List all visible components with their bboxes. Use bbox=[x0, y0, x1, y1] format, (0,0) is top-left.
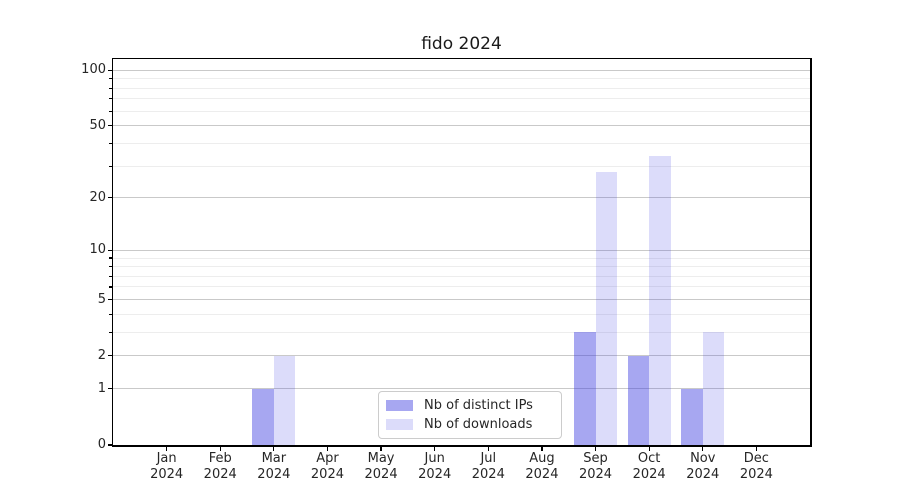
gridline-minor bbox=[113, 98, 810, 100]
bar-ips-mar bbox=[252, 388, 274, 445]
y-tick-mark-minor bbox=[109, 165, 112, 167]
y-tick-label: 100 bbox=[81, 62, 106, 78]
y-tick-label: 10 bbox=[89, 242, 106, 258]
x-tick-label: Jul 2024 bbox=[471, 451, 505, 482]
y-tick-mark-minor bbox=[109, 87, 112, 89]
y-tick-label: 5 bbox=[97, 291, 106, 307]
y-tick-mark-minor bbox=[109, 257, 112, 259]
y-tick-mark-major bbox=[107, 444, 112, 446]
gridline-major bbox=[113, 355, 810, 357]
gridline-minor bbox=[113, 165, 810, 167]
legend-item-downloads: Nb of downloads bbox=[386, 417, 552, 432]
x-tick-label: Oct 2024 bbox=[632, 451, 666, 482]
y-tick-mark-major bbox=[107, 298, 112, 301]
y-tick-mark-minor bbox=[109, 110, 112, 112]
x-tick-mark bbox=[326, 446, 329, 451]
bar-downloads-sep bbox=[595, 171, 618, 445]
gridline-major bbox=[113, 388, 810, 390]
gridline-minor bbox=[113, 331, 810, 333]
y-tick-label: 50 bbox=[89, 117, 106, 133]
gridline-major bbox=[113, 197, 810, 199]
bar-ips-nov bbox=[681, 388, 703, 445]
gridline-minor bbox=[113, 87, 810, 89]
gridline-minor bbox=[113, 78, 810, 80]
legend-label-downloads: Nb of downloads bbox=[424, 417, 533, 432]
legend-swatch-ips-icon bbox=[386, 400, 413, 411]
y-tick-mark-major bbox=[107, 197, 112, 199]
bar-ips-oct bbox=[627, 355, 650, 445]
y-tick-mark-major bbox=[107, 69, 112, 71]
bar-downloads-oct bbox=[649, 156, 671, 445]
gridline-major bbox=[113, 299, 810, 300]
gridline-minor bbox=[113, 313, 810, 315]
y-tick-mark-minor bbox=[109, 275, 112, 277]
y-tick-mark-minor bbox=[109, 98, 112, 100]
plot-spine-top bbox=[111, 57, 812, 59]
x-tick-mark bbox=[541, 446, 543, 451]
x-tick-label: Jun 2024 bbox=[418, 451, 452, 482]
x-tick-label: Sep 2024 bbox=[578, 451, 613, 482]
legend-label-distinct-ips: Nb of distinct IPs bbox=[424, 398, 533, 413]
y-tick-label: 1 bbox=[97, 380, 106, 396]
legend-swatch-downloads-icon bbox=[386, 419, 413, 430]
gridline-major bbox=[113, 125, 810, 127]
y-tick-label: 0 bbox=[97, 437, 106, 452]
bar-downloads-mar bbox=[273, 355, 296, 445]
x-tick-mark bbox=[755, 446, 757, 451]
x-tick-label: May 2024 bbox=[364, 451, 398, 482]
x-tick-label: Aug 2024 bbox=[525, 451, 559, 482]
x-axis-line bbox=[111, 445, 812, 447]
y-tick-label: 2 bbox=[97, 347, 106, 363]
y-tick-mark-major bbox=[107, 355, 112, 357]
bar-downloads-nov bbox=[702, 332, 725, 445]
x-tick-label: Dec 2024 bbox=[739, 451, 773, 482]
x-tick-mark bbox=[273, 446, 275, 451]
x-tick-mark bbox=[702, 446, 704, 451]
y-tick-mark-major bbox=[107, 125, 112, 127]
y-axis: 0 1 2 5 10 20 50 100 bbox=[0, 59, 106, 452]
x-tick-mark bbox=[487, 446, 489, 451]
gridline-minor bbox=[113, 275, 810, 277]
y-tick-mark-minor bbox=[109, 313, 112, 315]
gridline-minor bbox=[113, 257, 810, 259]
x-tick-label: Mar 2024 bbox=[257, 451, 291, 482]
plot-spine-right bbox=[810, 57, 812, 447]
y-tick-mark-minor bbox=[109, 78, 112, 80]
x-tick-mark bbox=[648, 446, 650, 451]
y-tick-mark-major bbox=[107, 388, 112, 390]
gridline-minor bbox=[113, 266, 810, 268]
chart-title: fido 2024 bbox=[421, 34, 502, 54]
y-tick-mark-minor bbox=[109, 142, 112, 145]
gridline-major bbox=[113, 69, 810, 71]
plot-area bbox=[113, 59, 810, 445]
gridline-minor bbox=[113, 142, 810, 144]
x-tick-mark bbox=[434, 446, 436, 451]
x-tick-label: Jan 2024 bbox=[150, 451, 184, 482]
y-tick-mark-minor bbox=[109, 265, 112, 268]
x-tick-mark bbox=[380, 446, 382, 451]
y-tick-mark-minor bbox=[109, 286, 112, 288]
legend-item-distinct-ips: Nb of distinct IPs bbox=[386, 398, 552, 413]
x-tick-mark bbox=[594, 446, 597, 451]
y-tick-label: 20 bbox=[89, 189, 106, 205]
x-tick-label: Nov 2024 bbox=[686, 451, 720, 482]
plot-spine-left bbox=[111, 57, 113, 447]
x-tick-mark bbox=[219, 446, 221, 451]
legend: Nb of distinct IPs Nb of downloads bbox=[378, 391, 562, 439]
y-tick-mark-major bbox=[107, 249, 112, 251]
gridline-minor bbox=[113, 110, 810, 112]
gridline-major bbox=[113, 249, 810, 251]
gridline-minor bbox=[113, 286, 810, 288]
y-tick-mark-minor bbox=[109, 331, 112, 334]
x-tick-mark bbox=[166, 446, 168, 451]
x-tick-label: Feb 2024 bbox=[203, 451, 237, 482]
x-axis: Jan 2024 Feb 2024 Mar 2024 Apr 2024 May 2024 Jun 20… bbox=[113, 451, 810, 491]
x-tick-label: Apr 2024 bbox=[310, 451, 344, 482]
bar-ips-sep bbox=[574, 332, 596, 445]
